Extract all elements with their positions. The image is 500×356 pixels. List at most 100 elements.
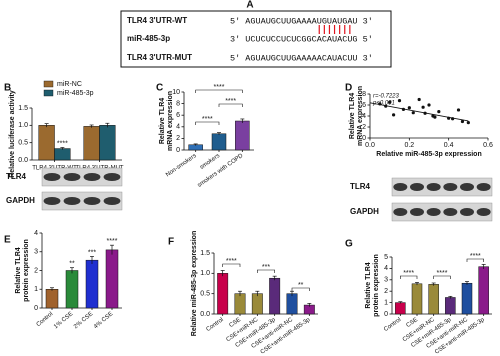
bar bbox=[65, 270, 79, 309]
significance-bracket bbox=[222, 263, 241, 267]
y-axis-label: mRNA expression bbox=[167, 91, 174, 151]
significance-bracket bbox=[466, 258, 484, 262]
bar bbox=[38, 125, 55, 161]
significance: **** bbox=[107, 238, 118, 245]
legend-swatch bbox=[43, 80, 54, 88]
x-tick-label: 0.2 bbox=[404, 142, 414, 149]
bar bbox=[445, 297, 456, 315]
blot-band bbox=[443, 183, 458, 191]
blot-band bbox=[410, 183, 424, 191]
y-tick-label: 6 bbox=[176, 112, 180, 119]
scatter-point bbox=[417, 97, 421, 102]
significance: **** bbox=[214, 84, 225, 91]
bar bbox=[251, 293, 263, 315]
x-tick-label: Control bbox=[36, 311, 55, 328]
y-tick-label: 3 bbox=[34, 249, 38, 256]
annotation: r=-0.7223 bbox=[373, 94, 400, 100]
x-tick-label: Control bbox=[383, 317, 402, 333]
significance-bracket bbox=[195, 89, 243, 93]
y-tick-label: 5 bbox=[384, 254, 388, 261]
significance: **** bbox=[403, 270, 414, 277]
y-tick-label: 6 bbox=[362, 102, 366, 109]
x-tick-label: Non-smokers bbox=[165, 153, 198, 178]
y-axis-label: mRNA expression bbox=[357, 86, 364, 146]
blot-label: GAPDH bbox=[350, 207, 379, 216]
bar bbox=[54, 148, 71, 161]
bar bbox=[411, 283, 423, 315]
panel-letter: C bbox=[156, 83, 163, 94]
scatter-point bbox=[388, 100, 392, 104]
bar bbox=[105, 249, 119, 309]
bar bbox=[428, 284, 439, 315]
y-tick-label: 1 bbox=[384, 299, 388, 306]
panel-letter: D bbox=[345, 83, 352, 94]
blot-band bbox=[476, 208, 491, 216]
blot-band bbox=[460, 208, 474, 216]
y-tick-label: 10 bbox=[172, 89, 180, 96]
blot-membrane bbox=[391, 177, 493, 197]
blot-band bbox=[393, 183, 408, 191]
panel-letter: E bbox=[4, 235, 11, 246]
blot-membrane bbox=[41, 191, 123, 211]
blot-label: TLR4 bbox=[6, 172, 27, 181]
y-tick-label: 4 bbox=[362, 113, 366, 120]
blot-band bbox=[63, 173, 81, 181]
panel-letter: G bbox=[345, 239, 353, 250]
sequence-name: TLR4 3'UTR-WT bbox=[127, 16, 187, 25]
legend-label: miR-485-3p bbox=[57, 90, 94, 97]
scatter-point bbox=[411, 111, 415, 115]
bar bbox=[235, 120, 250, 151]
x-axis-label: Relative miR-485-3p expression bbox=[376, 151, 481, 158]
sequence: 5' AGUAUGCUUGAAAAUGUAUGAU 3' bbox=[230, 16, 373, 26]
bar bbox=[45, 289, 59, 309]
x-tick-label: 4% CSE bbox=[93, 311, 114, 330]
scatter-point bbox=[392, 113, 396, 117]
bar bbox=[85, 259, 99, 309]
x-tick-label: CSE bbox=[405, 317, 419, 329]
y-tick-label: 2 bbox=[34, 267, 38, 274]
y-tick-label: 4 bbox=[176, 124, 180, 131]
y-tick-label: 0 bbox=[34, 305, 38, 312]
significance: ** bbox=[69, 261, 75, 268]
bar bbox=[286, 293, 298, 315]
y-axis-label: protein expression bbox=[23, 239, 30, 302]
blot-band bbox=[410, 208, 424, 216]
significance-bracket bbox=[195, 121, 220, 125]
blot-band bbox=[103, 197, 121, 205]
y-axis-label: Relative TLR4 bbox=[159, 98, 166, 144]
y-tick-label: 1.5 bbox=[18, 105, 28, 112]
significance: *** bbox=[262, 264, 270, 271]
y-tick-label: 8 bbox=[176, 100, 180, 107]
sequence: 3' UCUCUCCUCUCGGCACAUACUG 5' bbox=[230, 34, 373, 44]
bar bbox=[217, 273, 229, 315]
significance-bracket bbox=[291, 287, 310, 291]
significance: **** bbox=[57, 140, 68, 147]
blot-band bbox=[476, 183, 491, 191]
sequence: 5' AGUAUGCUUGAAAAACAUACUU 3' bbox=[230, 53, 373, 63]
bar bbox=[99, 125, 116, 161]
scatter-point bbox=[421, 105, 425, 109]
scatter-point bbox=[433, 115, 437, 119]
y-tick-label: 0.0 bbox=[18, 157, 28, 164]
y-tick-label: 4 bbox=[34, 230, 38, 237]
scatter-point bbox=[456, 108, 461, 112]
blot-membrane bbox=[41, 167, 123, 187]
blot-band bbox=[43, 173, 61, 181]
y-tick-label: 0.5 bbox=[18, 140, 28, 147]
y-axis-label: protein expression bbox=[373, 254, 380, 317]
x-tick-label: 0.6 bbox=[483, 142, 493, 149]
significance: **** bbox=[470, 253, 481, 260]
scatter-point bbox=[437, 110, 441, 114]
scatter-point bbox=[427, 103, 431, 107]
bar bbox=[461, 282, 473, 315]
blot-band bbox=[83, 197, 101, 205]
y-tick-label: 3 bbox=[384, 277, 388, 284]
y-tick-label: 0 bbox=[362, 135, 366, 142]
blot-band bbox=[426, 208, 441, 216]
blot-band bbox=[426, 183, 441, 191]
legend-swatch bbox=[43, 89, 54, 97]
significance: **** bbox=[437, 270, 448, 277]
blot-band bbox=[443, 208, 458, 216]
y-tick-label: 8 bbox=[362, 91, 366, 98]
